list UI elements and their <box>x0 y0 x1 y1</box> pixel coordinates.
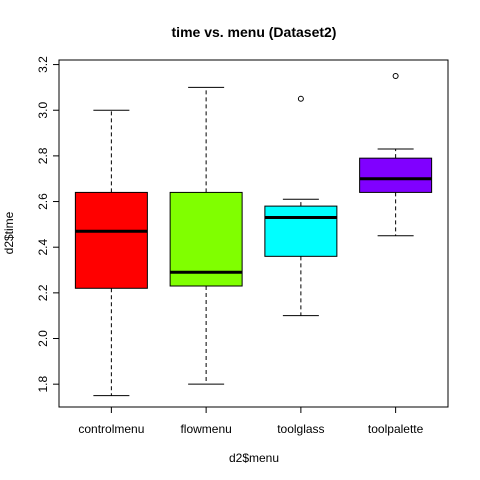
box-toolglass <box>264 95 338 317</box>
box-rect <box>264 205 338 257</box>
x-axis-label: d2$menu <box>229 451 279 465</box>
box-toolpalette <box>359 72 433 237</box>
outlier-point <box>297 95 304 102</box>
y-tick-label: 1.8 <box>36 376 50 393</box>
box-rect <box>169 191 243 287</box>
y-tick-label: 3.0 <box>36 102 50 119</box>
box-rect <box>359 157 433 193</box>
y-tick-label: 2.6 <box>36 193 50 210</box>
plot-area <box>74 72 433 397</box>
box-controlmenu <box>74 109 148 397</box>
y-tick-label: 2.0 <box>36 330 50 347</box>
x-tick-label: controlmenu <box>78 422 144 436</box>
box-rect <box>74 191 148 289</box>
y-tick-label: 2.8 <box>36 147 50 164</box>
chart-title: time vs. menu (Dataset2) <box>172 24 337 40</box>
y-axis-label: d2$time <box>2 211 16 254</box>
x-tick-label: flowmenu <box>180 422 231 436</box>
outlier-point <box>392 72 399 79</box>
box-flowmenu <box>169 86 243 385</box>
y-tick-label: 2.2 <box>36 284 50 301</box>
x-tick-label: toolglass <box>277 422 324 436</box>
y-tick-label: 2.4 <box>36 239 50 256</box>
plot-frame <box>58 59 449 408</box>
x-tick-label: toolpalette <box>368 422 424 436</box>
y-tick-label: 3.2 <box>36 56 50 73</box>
